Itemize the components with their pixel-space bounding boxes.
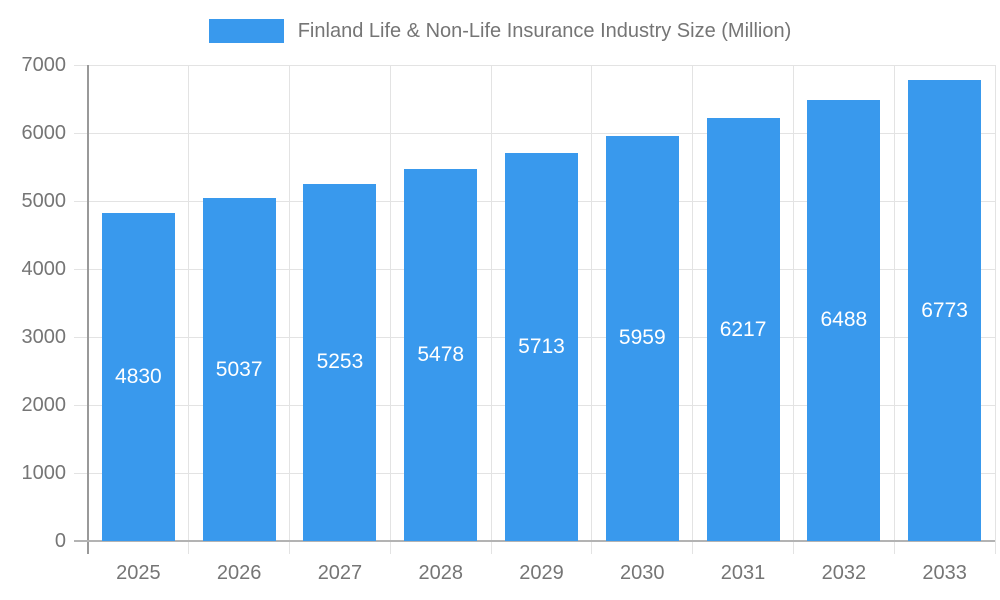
- bar[interactable]: [202, 198, 276, 541]
- bar[interactable]: [404, 168, 478, 541]
- x-gridline: [289, 65, 291, 554]
- x-axis-baseline: [74, 540, 995, 542]
- y-tick-label: 2000: [21, 394, 67, 416]
- x-tick-label: 2031: [720, 562, 766, 584]
- bar-value-label: 5253: [316, 350, 364, 374]
- x-gridline: [389, 65, 391, 554]
- x-gridline: [591, 65, 593, 554]
- y-tick-label: 1000: [21, 462, 67, 484]
- x-tick-label: 2028: [418, 562, 463, 584]
- x-gridline: [994, 65, 996, 554]
- x-gridline: [792, 65, 794, 554]
- x-tick-label: 2027: [317, 562, 363, 584]
- legend-label: Finland Life & Non-Life Insurance Indust…: [297, 20, 792, 42]
- bar-value-label: 5959: [618, 326, 666, 350]
- bar-value-label: 5037: [215, 357, 263, 381]
- y-tick-label: 7000: [21, 54, 67, 76]
- bar[interactable]: [807, 99, 881, 541]
- bar[interactable]: [908, 80, 982, 541]
- bar-value-label: 5713: [518, 334, 565, 358]
- bar-value-label: 6488: [820, 308, 868, 332]
- x-tick-label: 2030: [620, 562, 665, 584]
- y-gridline: [74, 132, 995, 134]
- x-tick-label: 2026: [216, 562, 262, 584]
- bar-value-label: 6773: [921, 298, 968, 322]
- bar[interactable]: [101, 212, 175, 541]
- bar[interactable]: [505, 152, 578, 541]
- bar[interactable]: [706, 118, 780, 541]
- x-gridline: [692, 65, 694, 554]
- x-gridline: [188, 65, 190, 554]
- bar-value-label: 4830: [115, 364, 162, 388]
- x-gridline: [490, 65, 492, 554]
- x-tick-label: 2029: [519, 562, 564, 584]
- bar[interactable]: [303, 183, 377, 541]
- bar-value-label: 5478: [417, 342, 465, 366]
- plot-area: 0 1000 2000 3000 4000 5000 6000 7000 4830 2025 503…: [22, 54, 996, 584]
- legend[interactable]: Finland Life & Non-Life Insurance Indust…: [0, 19, 1000, 43]
- y-tick-label: 0: [54, 530, 66, 552]
- x-tick-label: 2033: [922, 562, 967, 584]
- x-tick-label: 2032: [821, 562, 867, 584]
- y-tick-label: 4000: [21, 258, 67, 280]
- y-tick-label: 3000: [21, 326, 67, 348]
- x-gridline: [893, 65, 895, 554]
- y-gridline: [74, 64, 995, 66]
- y-tick-label: 6000: [21, 122, 67, 144]
- y-axis-line: [87, 65, 89, 554]
- legend-swatch-icon: [208, 19, 284, 43]
- y-tick-label: 5000: [21, 190, 67, 212]
- bar[interactable]: [605, 135, 679, 541]
- bar-value-label: 6217: [719, 317, 767, 341]
- x-tick-label: 2025: [116, 562, 161, 584]
